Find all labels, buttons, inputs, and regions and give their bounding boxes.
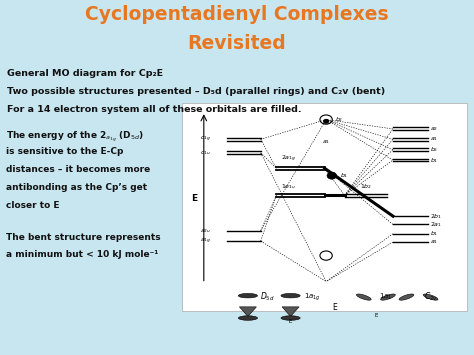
Polygon shape <box>239 307 256 316</box>
Text: $2a_{1g}$: $2a_{1g}$ <box>281 154 296 164</box>
Ellipse shape <box>281 294 300 298</box>
Text: $D_{5d}$: $D_{5d}$ <box>260 291 275 304</box>
Ellipse shape <box>356 294 371 300</box>
Text: $a_1$: $a_1$ <box>430 135 438 143</box>
Text: $a_1$: $a_1$ <box>430 238 438 246</box>
Text: $b_1$: $b_1$ <box>340 171 349 180</box>
Text: $1a_1$: $1a_1$ <box>379 292 392 302</box>
Text: distances – it becomes more: distances – it becomes more <box>6 165 150 174</box>
Circle shape <box>327 172 337 179</box>
Text: $2a_1$: $2a_1$ <box>430 220 442 229</box>
Circle shape <box>324 120 328 123</box>
Text: $1e_{1u}$: $1e_{1u}$ <box>281 182 296 191</box>
Text: Cyclopentadienyl Complexes: Cyclopentadienyl Complexes <box>85 5 389 24</box>
Text: $1b_2$: $1b_2$ <box>360 182 373 191</box>
Text: For a 14 electron system all of these orbitals are filled.: For a 14 electron system all of these or… <box>7 105 302 114</box>
Text: E: E <box>332 303 337 312</box>
Text: E: E <box>191 194 197 203</box>
Ellipse shape <box>381 294 395 300</box>
Text: Two possible structures presented – D₅d (parallel rings) and C₂v (bent): Two possible structures presented – D₅d … <box>7 87 385 96</box>
Text: The energy of the 2$_{a_{1g}}$ (D$_{5d}$): The energy of the 2$_{a_{1g}}$ (D$_{5d}$… <box>6 130 144 144</box>
Text: a minimum but < 10 kJ mole⁻¹: a minimum but < 10 kJ mole⁻¹ <box>6 250 158 259</box>
Text: $a_2$: $a_2$ <box>430 125 438 133</box>
Text: $1a_{1g}$: $1a_{1g}$ <box>303 291 320 303</box>
Text: $c_{1u}$: $c_{1u}$ <box>200 149 211 157</box>
Text: is sensitive to the E-Cp: is sensitive to the E-Cp <box>6 147 123 156</box>
Ellipse shape <box>399 294 414 300</box>
Ellipse shape <box>238 316 257 320</box>
Text: The bent structure represents: The bent structure represents <box>6 233 160 241</box>
Text: antibonding as the Cp’s get: antibonding as the Cp’s get <box>6 183 147 192</box>
Ellipse shape <box>281 316 300 320</box>
Text: closer to E: closer to E <box>6 201 59 209</box>
Text: $a_{1g}$: $a_{1g}$ <box>200 236 211 246</box>
Text: $b_2$: $b_2$ <box>335 115 343 124</box>
Text: Revisited: Revisited <box>188 34 286 53</box>
Text: $2b_1$: $2b_1$ <box>430 212 442 220</box>
Text: $a_1$: $a_1$ <box>322 138 330 146</box>
Text: $b_2$: $b_2$ <box>430 145 438 154</box>
Text: $C_{2v}$: $C_{2v}$ <box>424 291 438 304</box>
Text: $b_1$: $b_1$ <box>430 155 438 164</box>
Text: $a_{2u}$: $a_{2u}$ <box>200 227 211 235</box>
FancyBboxPatch shape <box>182 103 467 311</box>
Text: E: E <box>289 318 292 323</box>
Ellipse shape <box>238 294 257 298</box>
Text: $c_{1g}$: $c_{1g}$ <box>200 135 211 144</box>
Polygon shape <box>282 307 299 316</box>
Text: E: E <box>374 312 378 317</box>
Text: $b_1$: $b_1$ <box>430 229 438 238</box>
Ellipse shape <box>423 294 438 300</box>
Text: General MO diagram for Cp₂E: General MO diagram for Cp₂E <box>7 69 163 78</box>
